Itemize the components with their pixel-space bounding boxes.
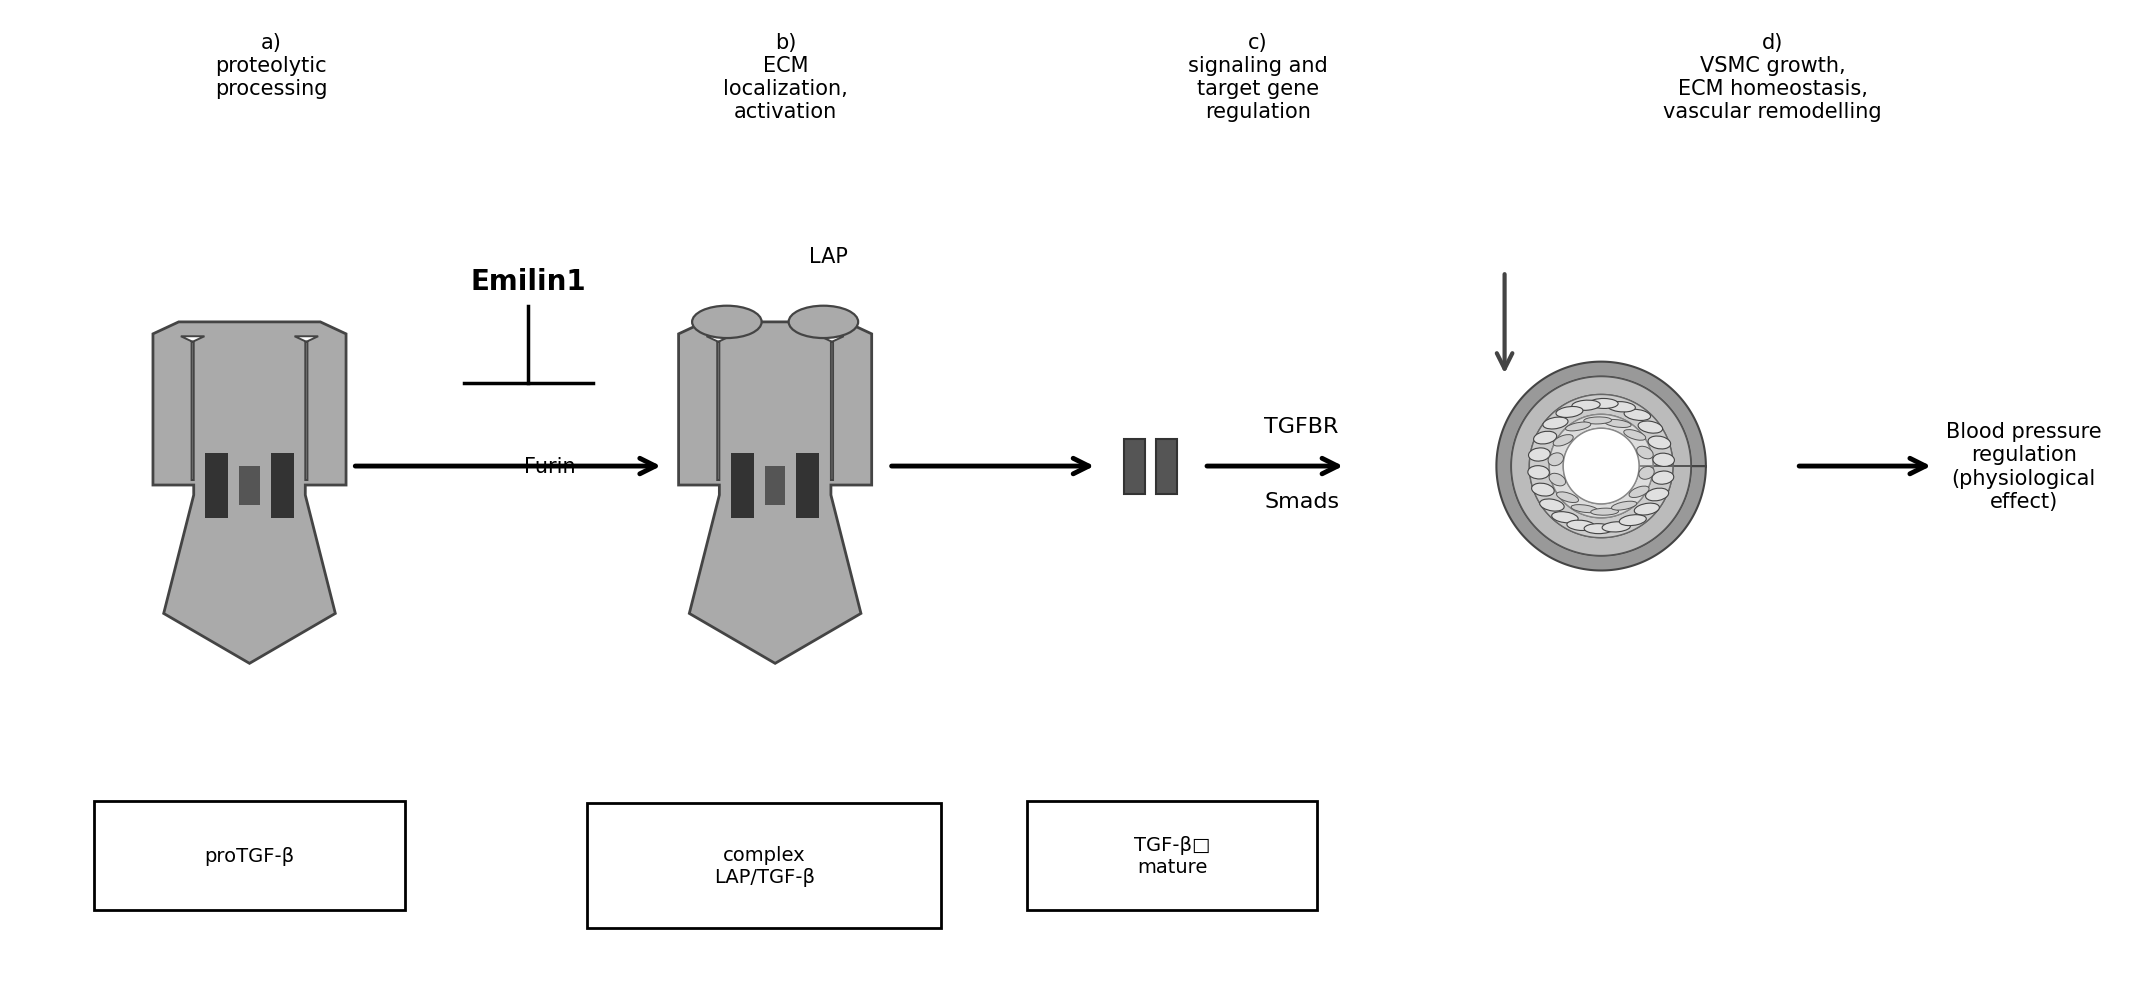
Ellipse shape — [1551, 513, 1579, 524]
PathPatch shape — [820, 337, 843, 480]
Bar — [766, 466, 785, 506]
Ellipse shape — [1590, 399, 1618, 409]
PathPatch shape — [153, 323, 346, 664]
FancyBboxPatch shape — [95, 800, 404, 911]
Ellipse shape — [1637, 446, 1654, 459]
Text: Blood pressure
regulation
(physiological
effect): Blood pressure regulation (physiological… — [1947, 422, 2102, 512]
Bar — [1155, 439, 1177, 494]
Ellipse shape — [1624, 430, 1646, 440]
Text: TGFBR: TGFBR — [1265, 416, 1338, 436]
Ellipse shape — [1527, 466, 1549, 479]
Ellipse shape — [1566, 422, 1592, 431]
Ellipse shape — [1646, 488, 1669, 502]
FancyBboxPatch shape — [587, 803, 942, 928]
Text: LAP: LAP — [809, 247, 847, 267]
Ellipse shape — [1549, 473, 1566, 486]
Text: a)
proteolytic
processing: a) proteolytic processing — [215, 33, 327, 99]
Bar — [796, 453, 820, 519]
PathPatch shape — [1549, 415, 1652, 519]
Ellipse shape — [1549, 453, 1564, 466]
Text: b)
ECM
localization,
activation: b) ECM localization, activation — [723, 33, 847, 122]
Text: Emilin1: Emilin1 — [471, 268, 587, 296]
PathPatch shape — [1512, 377, 1691, 556]
PathPatch shape — [678, 323, 871, 664]
Bar — [204, 453, 228, 519]
PathPatch shape — [295, 337, 318, 480]
Ellipse shape — [1529, 448, 1551, 461]
Ellipse shape — [1557, 492, 1579, 504]
Ellipse shape — [1540, 499, 1564, 512]
Ellipse shape — [1648, 436, 1671, 449]
Ellipse shape — [1592, 509, 1618, 516]
Ellipse shape — [1652, 453, 1673, 467]
Bar — [271, 453, 295, 519]
Bar — [239, 466, 260, 506]
Ellipse shape — [1607, 402, 1635, 412]
Text: proTGF-β: proTGF-β — [204, 847, 295, 865]
Ellipse shape — [1570, 506, 1598, 514]
Ellipse shape — [1639, 421, 1663, 433]
Text: TGF-β□
mature: TGF-β□ mature — [1134, 835, 1211, 876]
Ellipse shape — [1602, 523, 1630, 533]
PathPatch shape — [706, 337, 729, 480]
Text: c)
signaling and
target gene
regulation: c) signaling and target gene regulation — [1187, 33, 1327, 122]
Bar — [731, 453, 755, 519]
Ellipse shape — [1555, 407, 1583, 418]
Ellipse shape — [1611, 502, 1637, 511]
Ellipse shape — [1605, 420, 1630, 428]
Text: d)
VSMC growth,
ECM homeostasis,
vascular remodelling: d) VSMC growth, ECM homeostasis, vascula… — [1663, 33, 1882, 122]
Ellipse shape — [1639, 467, 1654, 479]
Polygon shape — [1564, 429, 1639, 505]
FancyBboxPatch shape — [1028, 800, 1316, 911]
Ellipse shape — [1566, 521, 1594, 531]
Circle shape — [693, 306, 761, 339]
Ellipse shape — [1652, 471, 1673, 484]
Ellipse shape — [1553, 435, 1572, 446]
PathPatch shape — [1497, 362, 1706, 571]
PathPatch shape — [1529, 395, 1673, 539]
Circle shape — [789, 306, 858, 339]
Bar — [1123, 439, 1144, 494]
Ellipse shape — [1583, 525, 1613, 535]
Ellipse shape — [1628, 486, 1650, 498]
Ellipse shape — [1572, 401, 1600, 411]
Ellipse shape — [1534, 432, 1557, 444]
Ellipse shape — [1635, 504, 1658, 516]
Ellipse shape — [1624, 410, 1650, 421]
Text: Smads: Smads — [1265, 491, 1340, 512]
PathPatch shape — [181, 337, 204, 480]
Ellipse shape — [1620, 516, 1646, 527]
Text: complex
LAP/TGF-β: complex LAP/TGF-β — [714, 846, 815, 886]
Text: Furin: Furin — [525, 456, 576, 476]
Ellipse shape — [1542, 417, 1568, 429]
Ellipse shape — [1532, 483, 1555, 496]
Ellipse shape — [1583, 417, 1611, 424]
